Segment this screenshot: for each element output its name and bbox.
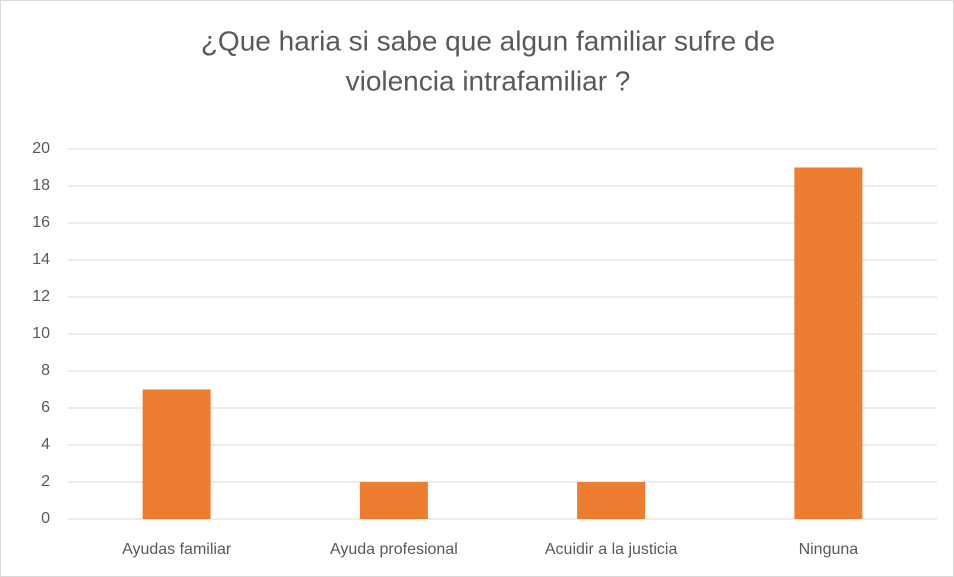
y-tick-label: 8 (41, 362, 50, 379)
chart-title: violencia intrafamiliar ? (346, 65, 631, 96)
x-tick-label: Acuidir a la justicia (545, 541, 678, 558)
y-tick-label: 16 (32, 214, 50, 231)
bar (359, 482, 428, 519)
y-tick-label: 18 (32, 177, 50, 194)
y-tick-label: 6 (41, 399, 50, 416)
bar (794, 167, 863, 519)
x-tick-label: Ninguna (799, 541, 859, 558)
y-tick-label: 0 (41, 510, 50, 527)
y-tick-label: 14 (32, 251, 50, 268)
y-tick-label: 4 (41, 436, 50, 453)
y-tick-label: 12 (32, 288, 50, 305)
x-tick-label: Ayuda profesional (330, 541, 458, 558)
bar (577, 482, 646, 519)
x-tick-label: Ayudas familiar (122, 541, 232, 558)
bar (142, 389, 211, 519)
y-tick-label: 20 (32, 140, 50, 157)
y-tick-label: 10 (32, 325, 50, 342)
y-tick-label: 2 (41, 473, 50, 490)
chart-title: ¿Que haria si sabe que algun familiar su… (201, 25, 775, 56)
